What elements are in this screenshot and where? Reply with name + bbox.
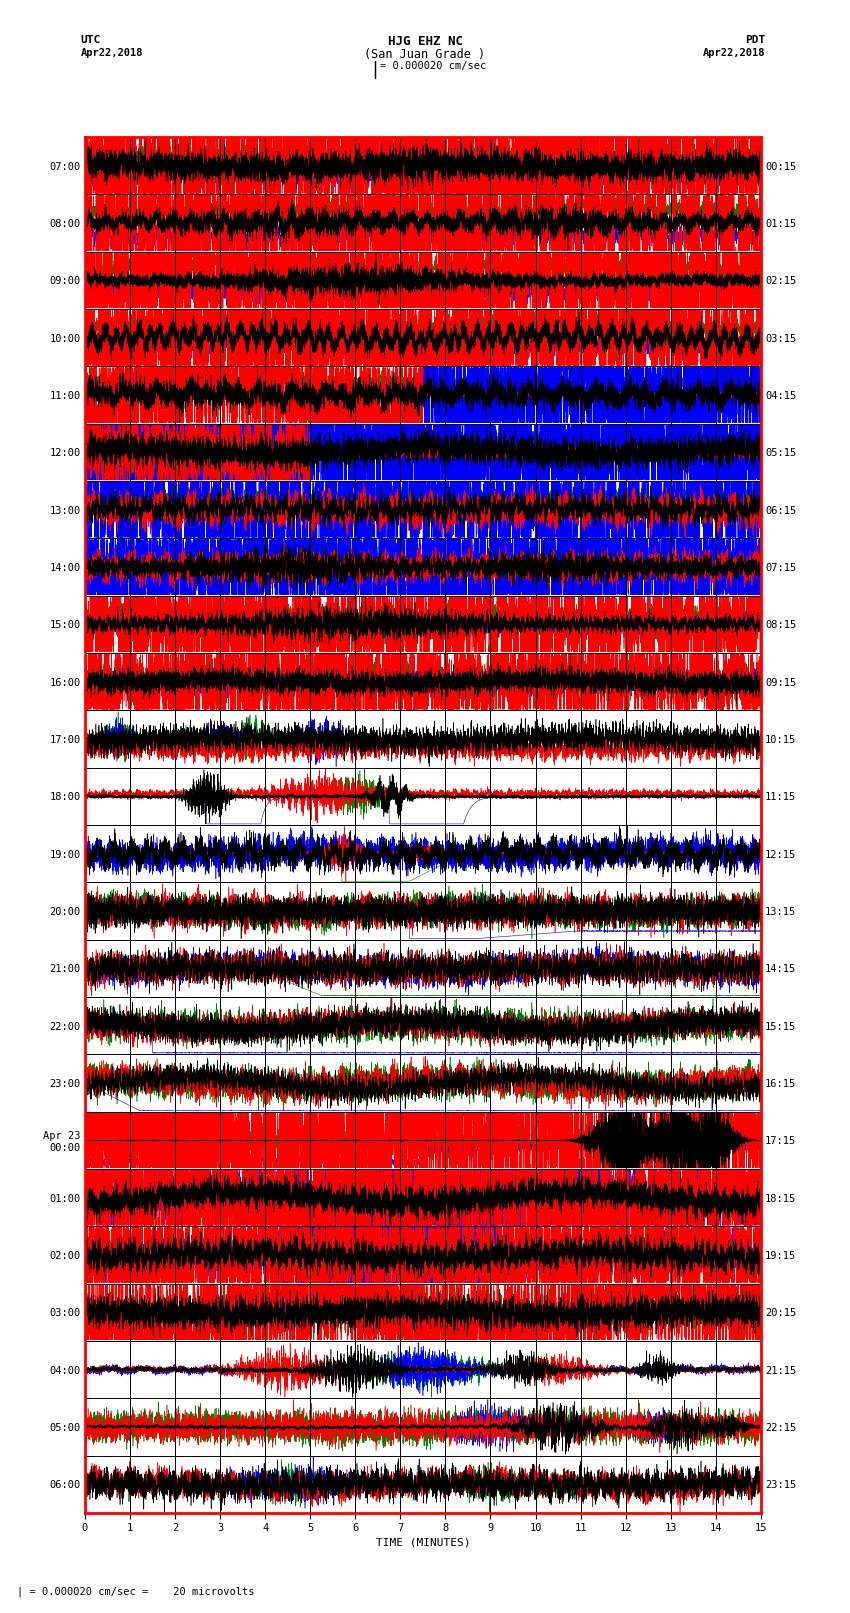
- Text: PDT: PDT: [745, 35, 765, 45]
- Text: (San Juan Grade ): (San Juan Grade ): [365, 48, 485, 61]
- Text: Apr22,2018: Apr22,2018: [702, 48, 765, 58]
- Text: HJG EHZ NC: HJG EHZ NC: [388, 35, 462, 48]
- Text: ⎮: ⎮: [370, 60, 379, 77]
- Text: Apr22,2018: Apr22,2018: [81, 48, 144, 58]
- X-axis label: TIME (MINUTES): TIME (MINUTES): [376, 1537, 470, 1547]
- Text: | = 0.000020 cm/sec =    20 microvolts: | = 0.000020 cm/sec = 20 microvolts: [17, 1586, 254, 1597]
- Text: = 0.000020 cm/sec: = 0.000020 cm/sec: [380, 61, 486, 71]
- Text: UTC: UTC: [81, 35, 101, 45]
